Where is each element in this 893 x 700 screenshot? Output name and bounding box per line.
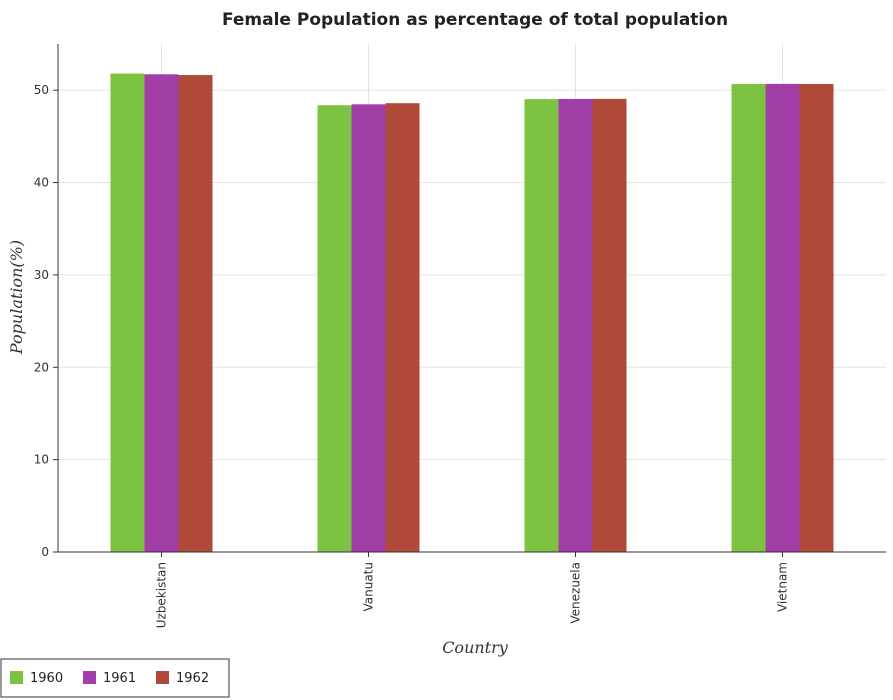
bar-1961-vietnam bbox=[765, 83, 800, 552]
y-tick-label: 30 bbox=[34, 268, 49, 282]
legend-swatch-1960 bbox=[10, 671, 23, 684]
chart-title: Female Population as percentage of total… bbox=[222, 10, 728, 30]
x-tick-label: Vanuatu bbox=[362, 562, 376, 612]
bar-1960-vietnam bbox=[731, 83, 766, 552]
axes: 0 10 20 30 40 50 Uzbekistan Vanuatu Venezuela Vie… bbox=[34, 44, 886, 628]
bar-1962-uzbekistan bbox=[178, 75, 213, 552]
legend: 1960 1961 1962 bbox=[0, 658, 230, 698]
bar-1961-uzbekistan bbox=[144, 74, 179, 552]
x-tick-label: Uzbekistan bbox=[155, 562, 169, 628]
x-axis-label: Country bbox=[442, 638, 509, 657]
y-tick-label: 50 bbox=[34, 83, 49, 97]
x-tick-label: Vietnam bbox=[776, 562, 790, 612]
legend-label-1962: 1962 bbox=[176, 671, 209, 686]
legend-label-1960: 1960 bbox=[30, 671, 63, 686]
y-tick-label: 0 bbox=[41, 545, 49, 559]
legend-swatch-1962 bbox=[156, 671, 169, 684]
y-tick-label: 20 bbox=[34, 360, 49, 374]
legend-label-1961: 1961 bbox=[103, 671, 136, 686]
bar-1962-vietnam bbox=[799, 83, 834, 552]
y-tick-label: 40 bbox=[34, 176, 49, 190]
bar-1960-uzbekistan bbox=[110, 73, 145, 552]
bar-1962-venezuela bbox=[592, 98, 627, 552]
bar-1960-vanuatu bbox=[317, 105, 352, 552]
bars bbox=[110, 73, 834, 553]
x-tick-label: Venezuela bbox=[569, 562, 583, 624]
legend-swatch-1961 bbox=[83, 671, 96, 684]
bar-1961-venezuela bbox=[558, 98, 593, 552]
legend-box bbox=[0, 658, 230, 698]
bar-1962-vanuatu bbox=[385, 103, 420, 553]
y-tick-label: 10 bbox=[34, 453, 49, 467]
bar-1961-vanuatu bbox=[351, 104, 386, 553]
y-axis-label: Population(%) bbox=[7, 240, 26, 355]
bar-1960-venezuela bbox=[524, 99, 559, 553]
